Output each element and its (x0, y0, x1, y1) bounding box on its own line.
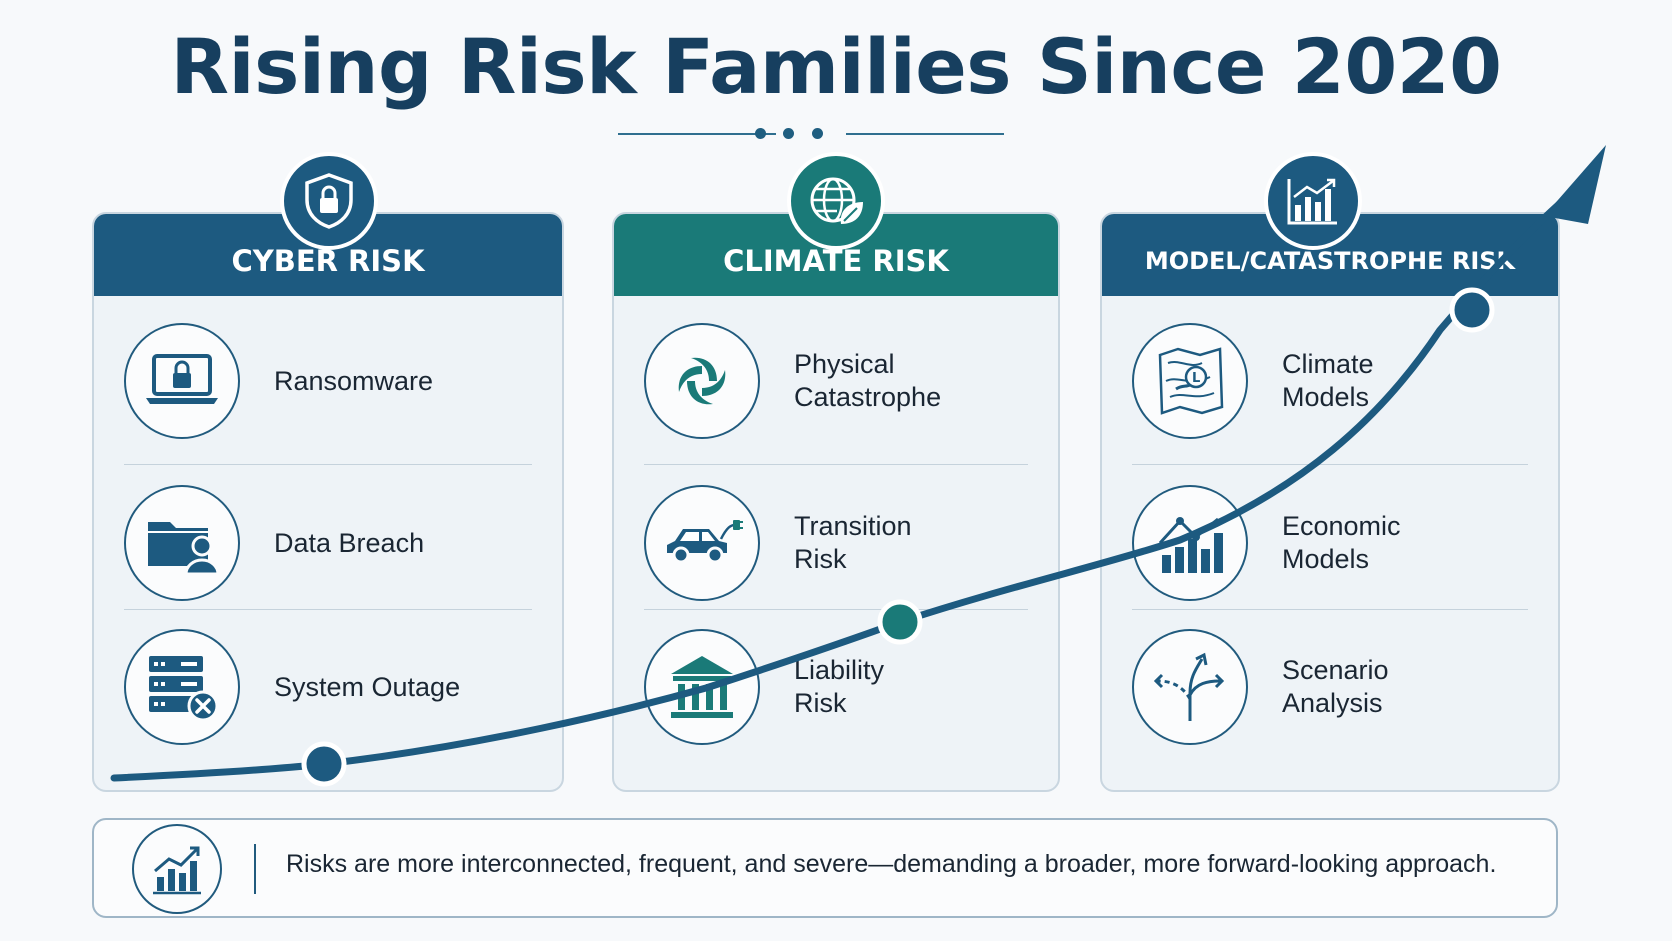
item-scenario-analysis: Scenario Analysis (1132, 612, 1528, 762)
page-title: Rising Risk Families Since 2020 (170, 22, 1502, 111)
cyber-risk-card: CYBER RISK Ransomware Data Breach (92, 212, 564, 792)
courthouse-icon (644, 629, 760, 745)
hurricane-icon (644, 323, 760, 439)
item-label: Scenario Analysis (1282, 655, 1389, 718)
item-system-outage: System Outage (124, 612, 532, 762)
item-label: Physical Catastrophe (794, 349, 942, 412)
bar-chart-icon (1264, 152, 1362, 250)
trend-up-chart-icon (132, 824, 222, 914)
climate-risk-card: CLIMATE RISK Physical Catastrophe (612, 212, 1060, 792)
laptop-lock-icon (124, 323, 240, 439)
item-label: Liability Risk (794, 655, 885, 718)
item-label: Ransomware (274, 365, 434, 396)
svg-text:L: L (1192, 371, 1200, 386)
item-liability-risk: Liability Risk (644, 612, 1028, 762)
item-ransomware: Ransomware (124, 306, 532, 456)
summary-text: Risks are more interconnected, frequent,… (286, 850, 1497, 878)
summary-callout: Risks are more interconnected, frequent,… (92, 818, 1558, 918)
item-transition-risk: Transition Risk (644, 468, 1028, 618)
globe-leaf-icon (787, 152, 885, 250)
item-climate-models: L Climate Models (1132, 306, 1528, 456)
item-economic-models: Economic Models (1132, 468, 1528, 618)
electric-car-icon (644, 485, 760, 601)
shield-lock-icon (280, 152, 378, 250)
economic-chart-icon (1132, 485, 1248, 601)
item-label: System Outage (274, 671, 461, 702)
item-label: Data Breach (274, 527, 425, 558)
item-label: Climate Models (1282, 349, 1374, 412)
title-divider (618, 124, 1060, 144)
item-physical-catastrophe: Physical Catastrophe (644, 306, 1028, 456)
item-label: Economic Models (1282, 511, 1401, 574)
folder-user-icon (124, 485, 240, 601)
server-error-icon (124, 629, 240, 745)
item-data-breach: Data Breach (124, 468, 532, 618)
weather-map-icon: L (1132, 323, 1248, 439)
branching-arrows-icon (1132, 629, 1248, 745)
model-catastrophe-risk-card: MODEL/CATASTROPHE RISK L Climate Models (1100, 212, 1560, 792)
item-label: Transition Risk (794, 511, 912, 574)
